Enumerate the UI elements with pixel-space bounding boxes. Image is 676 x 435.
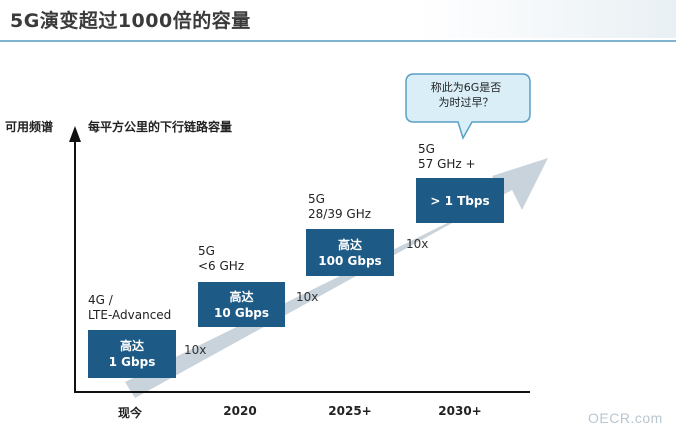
stage-3-tech: 5G 28/39 GHz [308,192,371,222]
y-axis-arrowhead [69,126,81,142]
multiplier-2: 10x [296,290,319,304]
watermark: OECR.com [588,410,663,426]
stage-1-tech: 4G / LTE-Advanced [88,293,171,323]
page-title: 5G演变超过1000倍的容量 [10,10,251,32]
multiplier-3: 10x [406,237,429,251]
stage-2-box-line-2: 10 Gbps [213,305,270,320]
stage-4-tech-line-1: 5G [418,142,435,156]
stage-2-capacity-box: 高达 10 Gbps [198,282,285,327]
multiplier-1: 10x [184,343,207,357]
growth-arrow [125,158,548,398]
title-background-fade [420,0,676,38]
stage-1-box-line-1: 高达 [119,339,144,353]
callout-line-1: 称此为6G是否 [430,81,502,94]
stage-3-tech-line-2: 28/39 GHz [308,207,372,221]
stage-1-capacity-box: 高达 1 Gbps [88,330,176,378]
callout-line-2: 为时过早？ [438,96,494,109]
callout-text: 称此为6G是否 为时过早？ [410,80,522,110]
stage-2-box-line-1: 高达 [229,289,254,304]
x-tick-3: 2025+ [328,404,372,418]
x-tick-4: 2030+ [438,404,482,418]
x-tick-2: 2020 [223,404,257,418]
stage-1-box-line-2: 1 Gbps [108,355,156,369]
stage-1-tech-line-2: LTE-Advanced [88,308,172,322]
stage-4-capacity-box: > 1 Tbps [416,178,504,223]
stage-3-tech-line-1: 5G [308,192,325,206]
stage-3-capacity-box: 高达 100 Gbps [306,229,394,276]
x-tick-1: 现今 [117,406,142,420]
stage-3-box-line-2: 100 Gbps [318,253,382,268]
stage-2-tech: 5G <6 GHz [198,244,244,274]
stage-4-tech-line-2: 57 GHz + [418,157,476,171]
y-axis-label: 可用频谱 [5,120,54,134]
stage-4-box-line-1: > 1 Tbps [430,193,490,208]
stage-3-box-line-1: 高达 [337,237,362,252]
chart-subtitle: 每平方公里的下行链路容量 [88,120,233,134]
stage-4-tech: 5G 57 GHz + [418,142,476,172]
callout-bubble [405,73,531,140]
stage-2-tech-line-2: <6 GHz [198,259,245,273]
title-divider [0,40,676,42]
stage-2-tech-line-1: 5G [198,244,215,258]
stage-1-tech-line-1: 4G / [88,293,113,307]
